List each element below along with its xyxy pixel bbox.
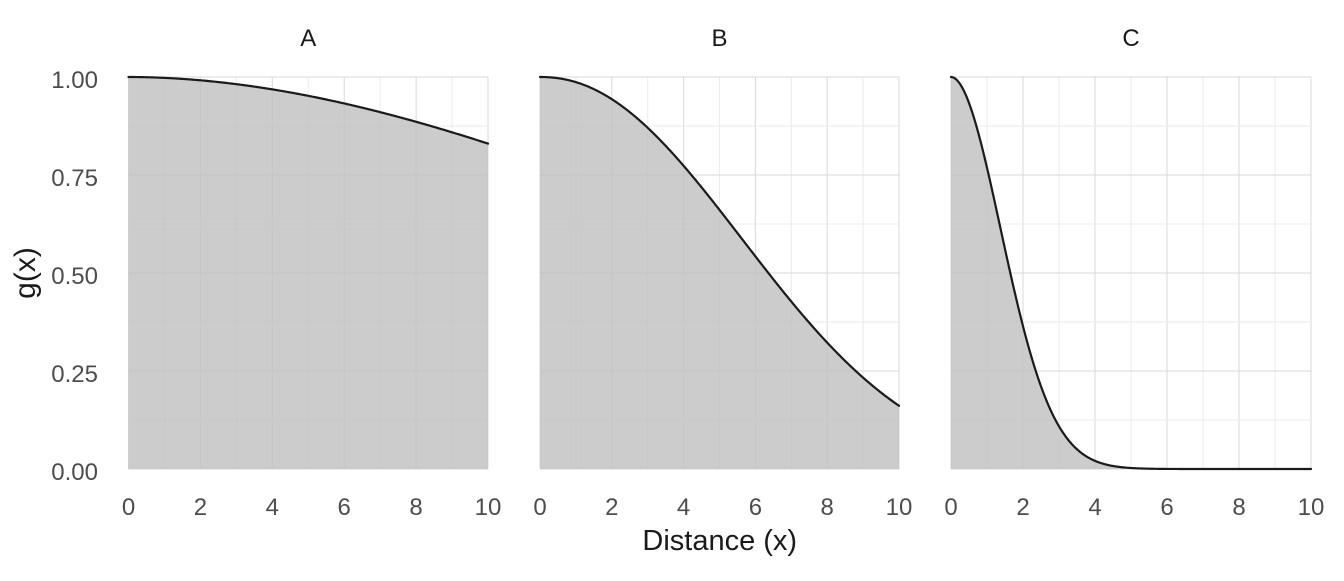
- svg-text:2: 2: [194, 494, 207, 521]
- svg-text:4: 4: [677, 494, 690, 521]
- svg-text:6: 6: [1160, 494, 1173, 521]
- svg-text:8: 8: [1232, 494, 1245, 521]
- svg-text:10: 10: [1298, 494, 1325, 521]
- svg-text:0: 0: [533, 494, 546, 521]
- svg-text:B: B: [711, 25, 727, 52]
- svg-text:6: 6: [338, 494, 351, 521]
- svg-text:10: 10: [886, 494, 913, 521]
- svg-text:6: 6: [749, 494, 762, 521]
- svg-text:0.00: 0.00: [51, 459, 98, 486]
- svg-text:8: 8: [409, 494, 422, 521]
- svg-text:4: 4: [1088, 494, 1101, 521]
- svg-text:2: 2: [605, 494, 618, 521]
- svg-text:0.75: 0.75: [51, 165, 98, 192]
- svg-text:0.50: 0.50: [51, 263, 98, 290]
- svg-text:0: 0: [944, 494, 957, 521]
- svg-text:0: 0: [122, 494, 135, 521]
- svg-text:4: 4: [266, 494, 279, 521]
- svg-text:8: 8: [821, 494, 834, 521]
- svg-text:2: 2: [1016, 494, 1029, 521]
- svg-text:A: A: [300, 25, 316, 52]
- svg-text:1.00: 1.00: [51, 67, 98, 94]
- svg-text:C: C: [1122, 25, 1139, 52]
- svg-text:10: 10: [475, 494, 502, 521]
- svg-text:0.25: 0.25: [51, 361, 98, 388]
